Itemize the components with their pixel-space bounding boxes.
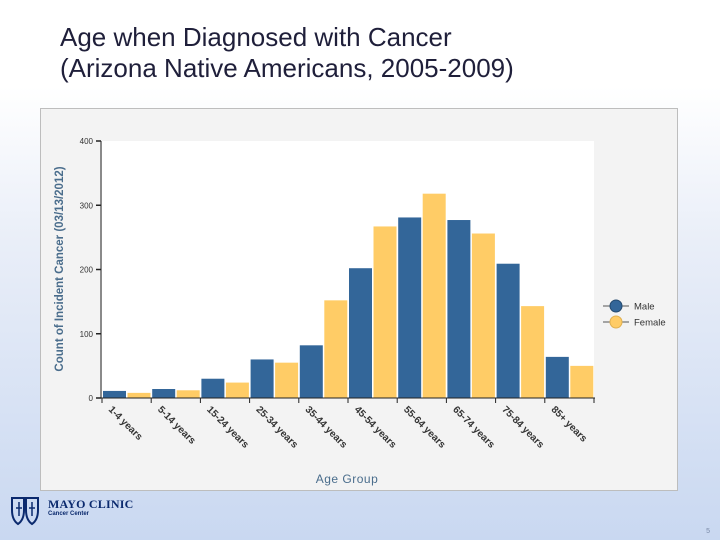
y-tick-label: 300: [80, 201, 94, 210]
bar-chart: 0 100 200 300 400 1-4 years 5-14 years 15-24 y…: [54, 137, 666, 486]
bar-male-6: [349, 268, 372, 398]
bar-female-6: [373, 226, 397, 398]
bar-female-9: [521, 306, 545, 398]
bar-male-10: [545, 356, 569, 398]
bar-male-8: [447, 220, 471, 398]
bar-male-4: [250, 359, 274, 398]
x-tick-label: 75-84 years: [499, 404, 546, 451]
x-tick-label: 5-14 years: [155, 404, 198, 447]
y-tick-label: 0: [89, 394, 94, 403]
bar-male-5: [299, 345, 323, 398]
legend-label-male: Male: [634, 302, 655, 313]
bar-male-2: [152, 389, 176, 398]
x-tick-label: 1-4 years: [106, 404, 145, 443]
bar-male-1: [103, 390, 126, 398]
chart-panel: 0 100 200 300 400 1-4 years 5-14 years 15-24 y…: [40, 108, 678, 491]
bar-female-5: [324, 300, 348, 398]
x-tick-label: 15-24 years: [204, 404, 251, 451]
bar-female-1: [127, 392, 151, 398]
x-axis-label: Age Group: [316, 472, 379, 486]
bar-female-7: [422, 193, 446, 398]
legend-marker-female: [609, 315, 623, 329]
plot-area: [102, 141, 594, 398]
slide-title: Age when Diagnosed with Cancer (Arizona …: [60, 22, 680, 84]
logo-subtitle: Cancer Center: [48, 511, 90, 517]
legend-marker-male: [609, 299, 623, 313]
bar-female-10: [570, 365, 594, 398]
slide-title-line-1: Age when Diagnosed with Cancer: [60, 22, 452, 52]
legend: Male Female: [603, 299, 666, 329]
slide-title-line-2: (Arizona Native Americans, 2005-2009): [60, 53, 514, 83]
bars-group: [103, 193, 594, 398]
x-tick-label: 65-74 years: [450, 404, 497, 451]
y-tick-label: 400: [80, 137, 94, 146]
bar-male-3: [201, 378, 225, 398]
x-tick-label: 55-64 years: [401, 404, 448, 451]
legend-label-female: Female: [634, 318, 666, 329]
x-tick-label: 25-34 years: [253, 404, 300, 451]
bar-female-8: [471, 233, 495, 398]
x-axis: 1-4 years 5-14 years 15-24 years 25-34 year…: [101, 397, 595, 451]
bar-female-2: [176, 390, 200, 398]
bar-female-3: [225, 382, 249, 398]
bar-male-9: [496, 263, 520, 398]
x-tick-label: 85+ years: [549, 404, 590, 445]
y-tick-label: 200: [80, 266, 94, 275]
y-axis-label: Count of Incident Cancer (03/13/2012): [54, 166, 66, 371]
y-tick-label: 100: [80, 330, 94, 339]
bar-male-7: [398, 217, 422, 398]
y-axis: 0 100 200 300 400: [80, 137, 102, 403]
page-number: 5: [706, 528, 710, 535]
logo-name: MAYO CLINIC: [48, 497, 134, 511]
x-tick-label: 35-44 years: [303, 404, 350, 451]
mayo-clinic-logo-icon: [11, 497, 39, 526]
x-tick-label: 45-54 years: [352, 404, 399, 451]
bar-female-4: [275, 362, 299, 398]
